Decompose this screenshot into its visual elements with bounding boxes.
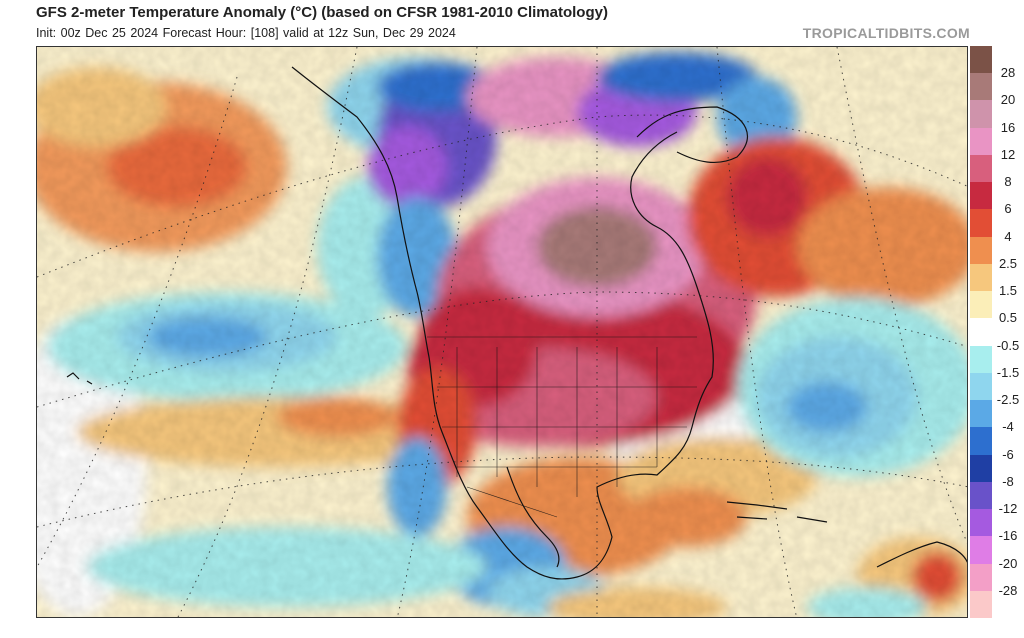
colorbar-swatch [970, 127, 992, 156]
colorbar-swatch [970, 73, 992, 101]
colorbar-swatch [970, 318, 992, 347]
colorbar-tick-label: 4 [1004, 228, 1012, 244]
colorbar-swatch [970, 100, 992, 129]
colorbar-tick-label: 1.5 [998, 283, 1018, 299]
colorbar-swatch [970, 536, 992, 565]
map-title: GFS 2-meter Temperature Anomaly (°C) (ba… [36, 4, 608, 21]
colorbar-tick-label: -28 [998, 582, 1018, 598]
colorbar-tick-label: -2.5 [996, 392, 1020, 408]
colorbar-swatch [970, 182, 992, 210]
colorbar-swatch [970, 563, 992, 592]
forecast-info: Init: 00z Dec 25 2024 Forecast Hour: [10… [36, 26, 456, 40]
colorbar-tick-label: -0.5 [996, 337, 1020, 353]
colorbar-swatch [970, 590, 992, 619]
colorbar-tick-label: 8 [1004, 174, 1012, 190]
colorbar-tick-label: 6 [1004, 201, 1012, 217]
colorbar-tick-label: -12 [998, 501, 1018, 517]
colorbar-tick-label: 16 [1000, 119, 1016, 135]
colorbar-tick-label: 2.5 [998, 255, 1018, 271]
colorbar-tick-label: 28 [1000, 65, 1016, 81]
colorbar-swatch [970, 454, 992, 483]
colorbar-swatch [970, 400, 992, 428]
colorbar-swatch [970, 509, 992, 537]
temperature-anomaly-map[interactable] [36, 46, 968, 618]
colorbar-tick-label: 12 [1000, 146, 1016, 162]
colorbar-swatch [970, 345, 992, 374]
colorbar-tick-label: -8 [1002, 473, 1014, 489]
colorbar-swatch [970, 46, 992, 74]
colorbar-swatch [970, 154, 992, 183]
site-watermark[interactable]: TROPICALTIDBITS.COM [802, 25, 970, 41]
colorbar-tick-label: -1.5 [996, 364, 1020, 380]
colorbar-swatch [970, 236, 992, 265]
colorbar-tick-label: 0.5 [998, 310, 1018, 326]
political-borders [427, 336, 697, 518]
coastlines [66, 66, 967, 580]
colorbar-swatch [970, 427, 992, 456]
colorbar-tick-label: 20 [1000, 92, 1016, 108]
graticule [37, 47, 967, 617]
colorbar-swatch [970, 209, 992, 238]
colorbar-tick-label: -16 [998, 528, 1018, 544]
colorbar-tick-label: -4 [1002, 419, 1014, 435]
colorbar-tick-label: -20 [998, 555, 1018, 571]
colorbar-swatch [970, 263, 992, 292]
colorbar-swatch [970, 291, 992, 319]
colorbar-tick-label: -6 [1002, 446, 1014, 462]
colorbar-swatch [970, 372, 992, 401]
colorbar: 28 20 16 12 8 6 4 2.5 1.5 0.5 -0.5 -1.5 -2.5 -4 -6 -8 -1… [970, 46, 1024, 619]
colorbar-swatch [970, 481, 992, 510]
